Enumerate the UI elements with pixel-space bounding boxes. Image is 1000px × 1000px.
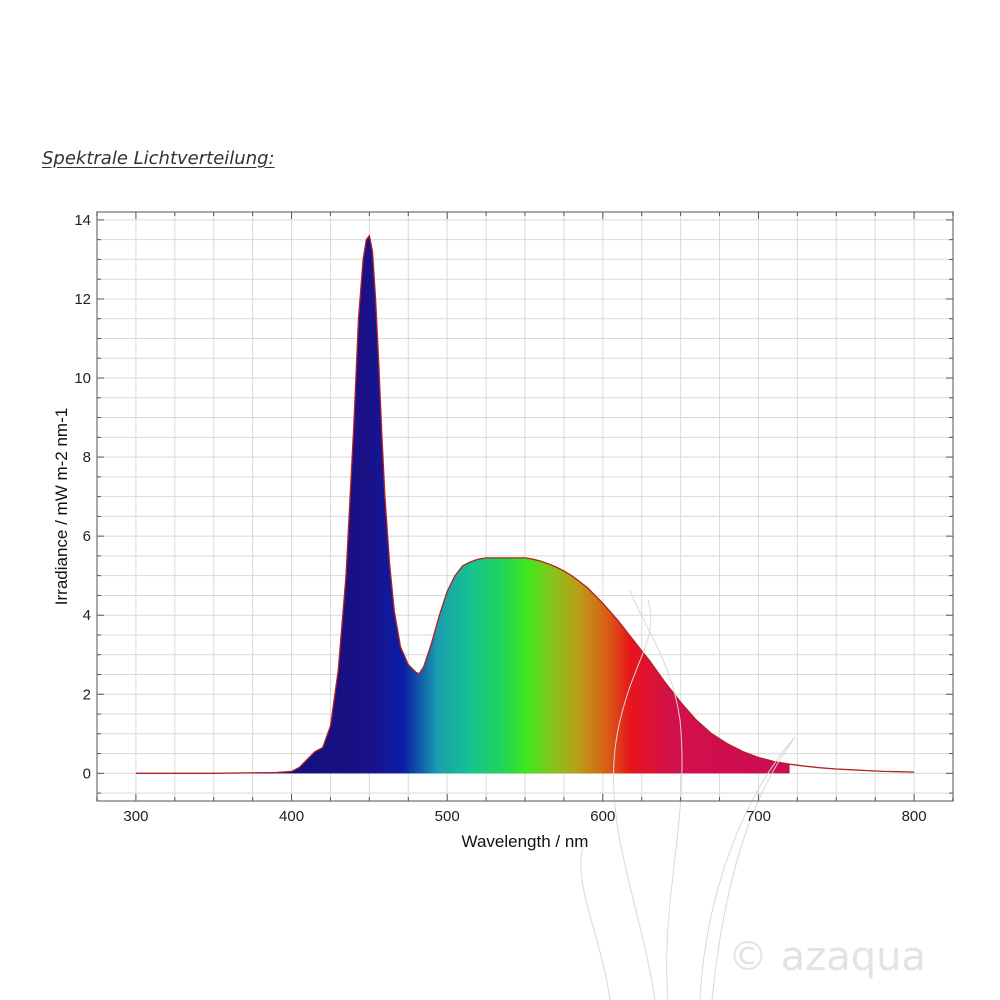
page-heading: Spektrale Lichtverteilung:: [42, 148, 275, 169]
x-tick-label: 600: [590, 808, 615, 825]
watermark-text: © azaqua: [728, 934, 926, 980]
y-tick-label: 8: [83, 449, 91, 466]
spectrum-area: [135, 235, 790, 774]
spectrum-fill: [135, 235, 790, 774]
y-tick-label: 14: [74, 212, 91, 229]
y-tick-label: 12: [74, 291, 91, 308]
y-tick-label: 4: [83, 607, 91, 624]
x-axis-label: Wavelength / nm: [462, 832, 589, 851]
watermark-leaf: [612, 599, 656, 1000]
spectrum-curve: [135, 234, 915, 774]
spectrum-line: [135, 234, 915, 774]
x-tick-label: 700: [746, 808, 771, 825]
ticks: 300 400 500 600 700 800 0 2 4 6 8 10 12 14: [74, 212, 954, 825]
y-tick-label: 10: [74, 370, 91, 387]
watermark: © azaqua: [580, 589, 926, 1000]
y-tick-label: 0: [83, 765, 91, 782]
watermark-leaf: [699, 736, 796, 1000]
y-axis-label: Irradiance / mW m-2 nm-1: [52, 408, 71, 605]
x-tick-label: 400: [279, 808, 304, 825]
watermark-leaf: [580, 839, 611, 1000]
x-tick-label: 500: [435, 808, 460, 825]
watermark-leaf: [629, 589, 683, 1000]
x-tick-label: 800: [902, 808, 927, 825]
y-tick-label: 6: [83, 528, 91, 545]
x-tick-label: 300: [123, 808, 148, 825]
y-tick-label: 2: [83, 686, 91, 703]
